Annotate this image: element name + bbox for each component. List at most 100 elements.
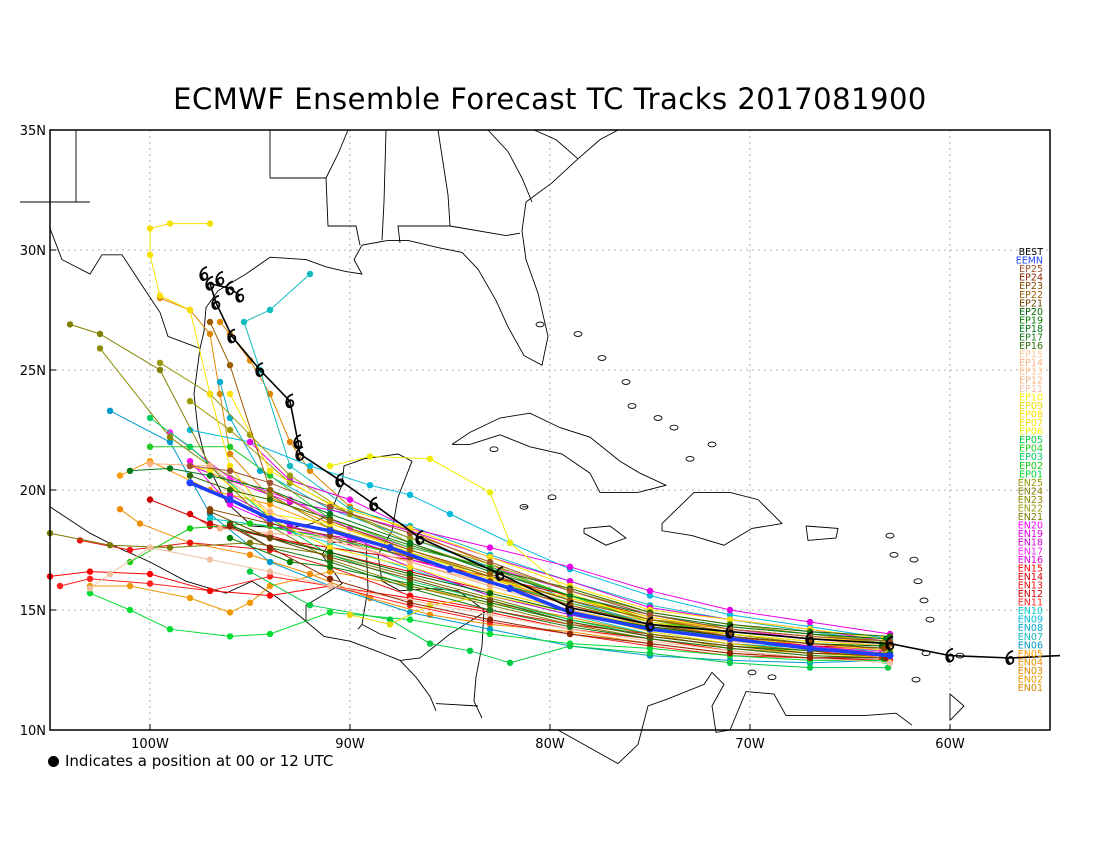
coastline-segment bbox=[381, 129, 387, 241]
track-position-dot bbox=[146, 580, 154, 587]
legend-entry: EN14 bbox=[1018, 572, 1043, 583]
legend-entry: EP08 bbox=[1019, 410, 1043, 421]
lon-tick-label: 90W bbox=[335, 737, 365, 752]
track-position-dot bbox=[566, 592, 574, 599]
track-position-dot bbox=[326, 537, 334, 544]
track-position-dot bbox=[884, 664, 892, 671]
coastline-segment bbox=[487, 129, 533, 203]
track-position-dot bbox=[726, 650, 734, 657]
legend-entry: EN03 bbox=[1018, 666, 1043, 677]
track-position-dot bbox=[486, 558, 494, 566]
legend-entry: EP24 bbox=[1019, 273, 1043, 284]
island bbox=[685, 455, 695, 462]
track-position-dot bbox=[326, 609, 334, 616]
track-position-dot bbox=[156, 359, 164, 366]
track-position-dot bbox=[186, 472, 194, 479]
island bbox=[919, 597, 929, 604]
track-position-dot bbox=[86, 575, 94, 582]
track-position-dot bbox=[406, 534, 414, 542]
track-position-dot bbox=[246, 520, 254, 527]
track-position-dot bbox=[266, 491, 274, 498]
island bbox=[909, 556, 919, 563]
track-position-dot bbox=[226, 462, 234, 470]
track-position-dot bbox=[266, 501, 274, 508]
tropical-storm-symbol-icon bbox=[495, 566, 505, 581]
coastline-segment bbox=[325, 129, 349, 179]
island bbox=[767, 674, 777, 681]
track-position-dot bbox=[406, 585, 414, 592]
track-position-dot bbox=[386, 621, 394, 628]
track-position-dot bbox=[266, 592, 274, 599]
ensemble-member-track bbox=[246, 568, 892, 671]
island bbox=[747, 669, 757, 676]
track-position-dot bbox=[486, 626, 494, 633]
legend-entry: EN21 bbox=[1018, 512, 1043, 523]
track-position-dot bbox=[446, 510, 454, 518]
track-position-dot bbox=[166, 626, 174, 633]
track-position-dot bbox=[426, 455, 434, 462]
best-track bbox=[199, 266, 1061, 665]
track-position-dot bbox=[486, 630, 494, 638]
track-position-dot bbox=[216, 390, 224, 398]
track-position-dot bbox=[226, 450, 234, 458]
track-position-dot bbox=[406, 539, 414, 546]
lat-tick-label: 35N bbox=[20, 124, 46, 139]
tropical-storm-symbol-icon bbox=[255, 362, 265, 377]
track-position-dot bbox=[506, 659, 514, 666]
island bbox=[535, 321, 545, 328]
track-position-dot bbox=[126, 558, 134, 566]
island bbox=[489, 446, 499, 453]
legend-entry: EP12 bbox=[1019, 375, 1043, 386]
track-position-dot bbox=[486, 597, 494, 604]
track-position-dot bbox=[326, 563, 334, 570]
lat-tick-label: 10N bbox=[20, 724, 46, 739]
coastline-segment bbox=[533, 129, 579, 160]
island bbox=[573, 331, 583, 337]
track-position-dot bbox=[366, 482, 374, 489]
track-position-dot bbox=[206, 587, 214, 594]
track-position-dot bbox=[206, 472, 214, 479]
track-position-dot bbox=[266, 568, 274, 575]
track-position-dot bbox=[506, 539, 514, 546]
track-line bbox=[229, 393, 885, 640]
lat-tick-label: 30N bbox=[20, 244, 46, 259]
mean-position-dot bbox=[386, 544, 394, 552]
tropical-storm-symbol-icon bbox=[725, 623, 735, 639]
legend-entry: EN20 bbox=[1018, 521, 1043, 532]
track-position-dot bbox=[406, 558, 414, 566]
legend-entry: EN25 bbox=[1018, 478, 1043, 489]
track-position-dot bbox=[646, 592, 654, 599]
track-position-dot bbox=[306, 467, 314, 474]
track-position-dot bbox=[406, 616, 414, 623]
tropical-storm-symbol-icon bbox=[415, 530, 425, 545]
track-position-dot bbox=[76, 537, 84, 544]
coastline-segment bbox=[949, 693, 965, 721]
track-position-dot bbox=[146, 443, 154, 450]
track-position-dot bbox=[486, 590, 494, 597]
track-position-dot bbox=[646, 611, 654, 618]
island bbox=[597, 355, 607, 361]
track-position-dot bbox=[486, 489, 494, 496]
track-position-dot bbox=[726, 642, 734, 650]
lat-tick-label: 15N bbox=[20, 604, 46, 619]
tropical-storm-symbol-icon bbox=[293, 434, 303, 449]
track-position-dot bbox=[126, 606, 134, 614]
track-position-dot bbox=[226, 426, 234, 434]
track-position-dot bbox=[226, 534, 234, 542]
footnote-text: Indicates a position at 00 or 12 UTC bbox=[65, 752, 334, 770]
coastline-segment bbox=[805, 525, 839, 541]
track-position-dot bbox=[266, 544, 274, 551]
legend-entry: EP20 bbox=[1019, 307, 1043, 318]
track-position-dot bbox=[206, 220, 214, 227]
tropical-storm-symbol-icon bbox=[805, 630, 815, 646]
track-position-dot bbox=[486, 606, 494, 614]
island bbox=[547, 494, 557, 501]
track-position-dot bbox=[486, 544, 494, 551]
tropical-storm-symbol-icon bbox=[295, 446, 305, 461]
track-position-dot bbox=[226, 633, 234, 640]
track-position-dot bbox=[206, 522, 214, 530]
track-position-dot bbox=[366, 453, 374, 460]
track-position-dot bbox=[56, 582, 64, 590]
legend-entry: EP21 bbox=[1019, 298, 1043, 309]
legend-entry: EP16 bbox=[1019, 341, 1043, 352]
